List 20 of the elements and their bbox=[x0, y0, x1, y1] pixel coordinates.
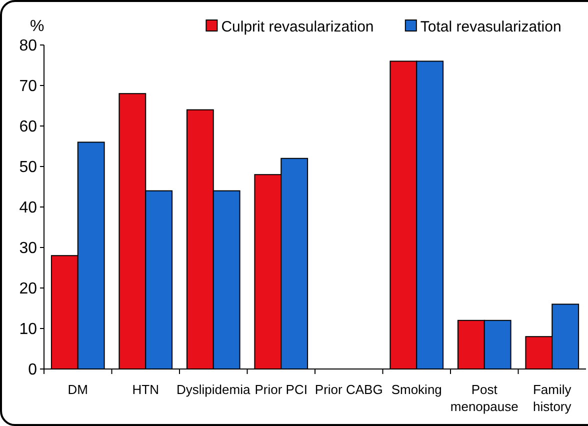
y-tick-label: 70 bbox=[19, 78, 38, 96]
y-tick-label: 50 bbox=[19, 159, 38, 176]
y-tick-label: 40 bbox=[19, 200, 38, 217]
x-tick-label: HTN bbox=[132, 382, 159, 397]
y-tick-label: 60 bbox=[19, 118, 38, 136]
y-tick-label: 30 bbox=[19, 240, 38, 258]
y-tick-label: 80 bbox=[19, 38, 38, 55]
y-tick-label: 10 bbox=[19, 321, 38, 338]
legend-label: Total revasularization bbox=[420, 18, 562, 36]
x-tick-label: Prior CABG bbox=[314, 382, 383, 397]
x-tick-label: Post menopause bbox=[450, 382, 518, 414]
x-tick-label: Smoking bbox=[391, 382, 442, 397]
y-tick-label: 20 bbox=[19, 280, 38, 298]
y-tick-label: 0 bbox=[28, 362, 38, 379]
x-tick-label: Family history bbox=[532, 382, 572, 414]
y-axis-title: % bbox=[30, 18, 44, 35]
legend-label: Culprit revasularization bbox=[221, 18, 374, 36]
x-tick-label: Prior PCI bbox=[254, 382, 308, 397]
x-tick-label: DM bbox=[68, 382, 88, 397]
x-tick-label: Dyslipidemia bbox=[176, 382, 251, 397]
